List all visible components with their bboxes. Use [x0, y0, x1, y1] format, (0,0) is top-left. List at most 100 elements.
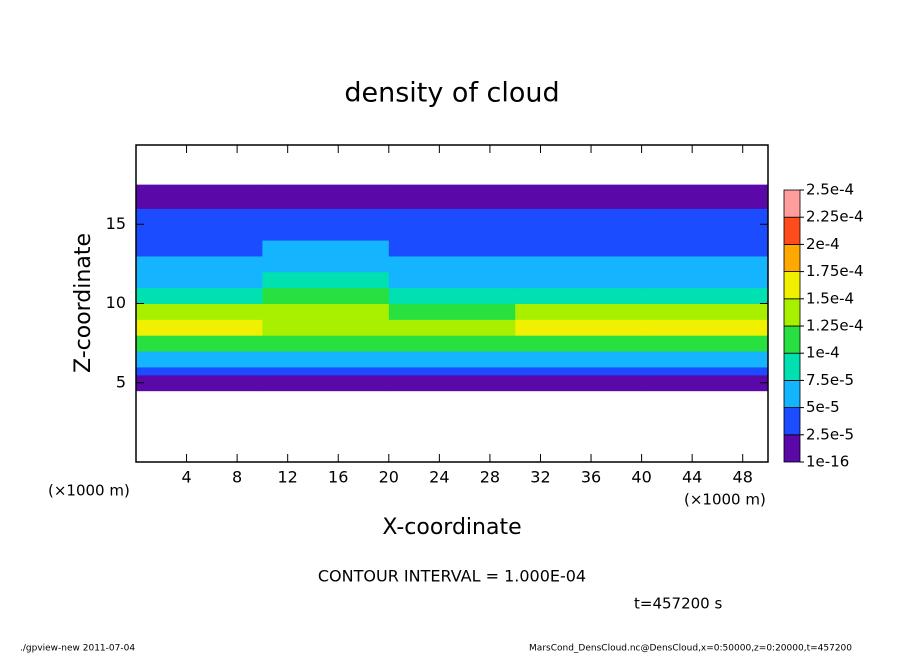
heat-cell [136, 374, 263, 384]
heat-cell [515, 184, 643, 201]
heat-cell [515, 255, 643, 273]
colorbar-label: 1.75e-4 [806, 262, 864, 280]
footer-right: MarsCond_DensCloud.nc@DensCloud,x=0:5000… [529, 644, 852, 654]
heat-cell [388, 374, 516, 384]
heat-cell [262, 366, 390, 376]
y-tick-label: 15 [106, 214, 126, 233]
heat-cell [262, 303, 390, 320]
heat-cell [388, 184, 516, 201]
heat-cell [388, 335, 516, 352]
heat-cell [515, 382, 643, 392]
heat-cell [388, 382, 516, 392]
colorbar-label: 1.25e-4 [806, 317, 864, 335]
colorbar-segment [783, 271, 801, 300]
x-tick-label: 44 [682, 468, 702, 487]
heat-cell [641, 366, 769, 376]
x-tick-label: 20 [379, 468, 399, 487]
colorbar-segment [783, 434, 801, 463]
heat-cell [388, 224, 516, 241]
heat-cell [136, 208, 263, 225]
heat-cell [136, 224, 263, 241]
heat-cell [136, 240, 263, 257]
heat-cell [515, 200, 643, 209]
heat-cell [641, 374, 769, 384]
heat-cell [388, 287, 516, 304]
heat-cell [515, 303, 643, 320]
x-tick-label: 28 [480, 468, 500, 487]
heat-cell [641, 200, 769, 209]
heat-cell [388, 319, 516, 336]
heat-cell [262, 240, 390, 257]
heat-cell [262, 255, 390, 273]
contour-note: CONTOUR INTERVAL = 1.000E-04 [318, 567, 586, 586]
heat-cell [262, 271, 390, 289]
heat-cell [136, 351, 263, 368]
heat-cell [641, 208, 769, 225]
heat-cell [515, 374, 643, 384]
heat-cell [641, 382, 769, 392]
heat-cell [388, 255, 516, 273]
colorbar-label: 5e-5 [806, 398, 840, 416]
x-tick-label: 48 [733, 468, 753, 487]
heat-cell [262, 335, 390, 352]
time-note: t=457200 s [634, 595, 722, 613]
heat-cell [136, 271, 263, 289]
x-unit-label: (×1000 m) [684, 491, 766, 509]
colorbar-label: 1e-16 [806, 453, 849, 471]
heat-cell [262, 200, 390, 209]
y-axis-title: Z-coordinate [71, 233, 96, 373]
chart-title: density of cloud [344, 78, 559, 109]
heat-cell [515, 319, 643, 336]
x-tick-label: 36 [581, 468, 601, 487]
heat-cell [388, 208, 516, 225]
heat-cell [515, 240, 643, 257]
x-tick-label: 40 [631, 468, 651, 487]
colorbar-segment [783, 352, 801, 381]
colorbar-segment [783, 189, 801, 218]
x-tick-label: 16 [328, 468, 348, 487]
x-axis-title: X-coordinate [382, 515, 521, 540]
heat-cell [136, 382, 263, 392]
heat-cell [641, 319, 769, 336]
heat-cell [136, 255, 263, 273]
heat-cell [641, 271, 769, 289]
x-unit-label: (×1000 m) [48, 482, 130, 500]
heat-cell [136, 366, 263, 376]
heat-cell [388, 366, 516, 376]
heat-cell [641, 303, 769, 320]
heat-cell [262, 374, 390, 384]
footer-left: ./gpview-new 2011-07-04 [20, 644, 135, 654]
x-tick-label: 24 [429, 468, 449, 487]
colorbar-label: 7.5e-5 [806, 371, 854, 389]
heat-cell [515, 208, 643, 225]
heat-cell [136, 287, 263, 304]
colorbar-segment [783, 379, 801, 408]
heat-cell [262, 208, 390, 225]
heat-cell [641, 335, 769, 352]
heat-cell [388, 351, 516, 368]
heat-cell [388, 271, 516, 289]
x-tick-label: 8 [232, 468, 242, 487]
heat-cell [641, 240, 769, 257]
heat-cell [515, 351, 643, 368]
x-tick-label: 12 [278, 468, 298, 487]
colorbar-label: 2.25e-4 [806, 208, 864, 226]
heat-cell [641, 287, 769, 304]
heat-cell [641, 255, 769, 273]
colorbar-segment [783, 243, 801, 272]
heat-cell [136, 184, 263, 201]
heat-cell [262, 319, 390, 336]
heat-cell [515, 366, 643, 376]
x-tick-label: 4 [181, 468, 191, 487]
heat-cell [388, 200, 516, 209]
colorbar-segment [783, 298, 801, 327]
heat-cell [515, 271, 643, 289]
colorbar-segment [783, 325, 801, 354]
heat-cell [641, 184, 769, 201]
heat-cell [641, 224, 769, 241]
heat-cell [262, 287, 390, 304]
heat-cell [641, 351, 769, 368]
heat-cell [515, 287, 643, 304]
colorbar-label: 2e-4 [806, 235, 840, 253]
